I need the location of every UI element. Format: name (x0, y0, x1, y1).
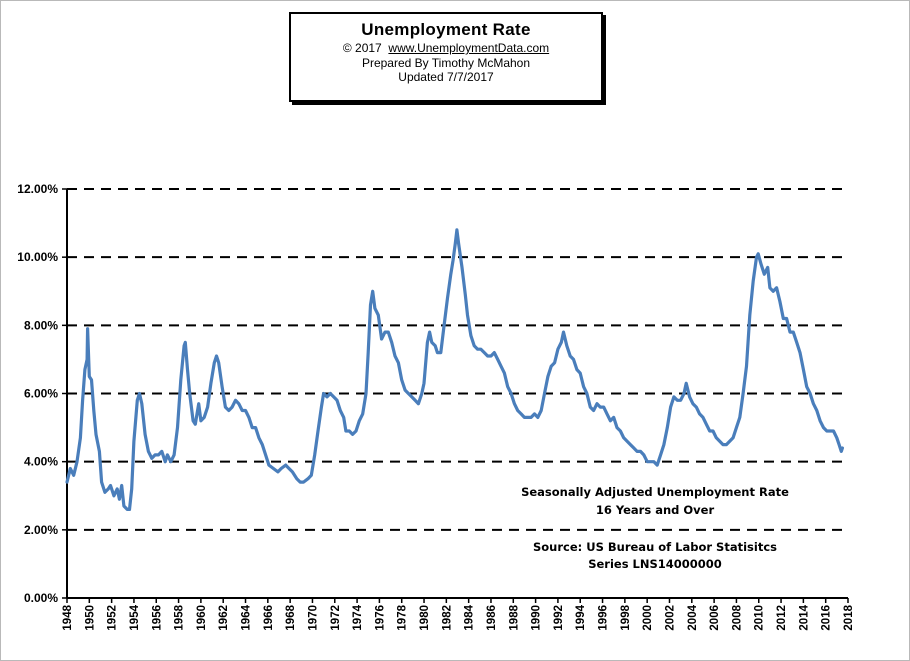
gridlines (67, 188, 848, 531)
x-tick-label: 2018 (843, 604, 855, 630)
x-tick-label: 1966 (263, 605, 275, 631)
y-tick-label: 6.00% (24, 387, 58, 401)
x-tick-label: 1950 (84, 605, 96, 631)
y-tick-label: 12.00% (17, 182, 58, 196)
x-tick-label: 1976 (374, 605, 386, 631)
x-tick-label: 1994 (575, 604, 587, 630)
series-description-2: 16 Years and Over (596, 503, 715, 517)
y-tick-label: 4.00% (24, 455, 58, 469)
x-tick-label: 2016 (821, 605, 833, 631)
y-tick-label: 10.00% (17, 250, 58, 264)
website-link[interactable]: www.UnemploymentData.com (388, 41, 550, 55)
chart-title-box: Unemployment Rate © 2017 www.Unemploymen… (289, 12, 603, 102)
series-line (65, 228, 844, 511)
copyright-text: © 2017 (342, 41, 382, 55)
updated-date: Updated 7/7/2017 (398, 70, 494, 84)
x-tick-label: 1952 (107, 605, 119, 631)
x-tick-label: 2002 (664, 605, 676, 631)
x-tick-label: 1968 (285, 604, 297, 630)
y-tick-label: 0.00% (24, 591, 58, 605)
x-tick-label: 1970 (307, 605, 319, 631)
source-text: Source: US Bureau of Labor Statisitcs (533, 540, 777, 554)
x-tick-label: 1986 (486, 605, 498, 631)
x-tick-label: 1948 (62, 604, 74, 630)
x-tick-label: 2000 (642, 605, 654, 631)
x-tick-label: 1978 (397, 604, 409, 630)
x-tick-label: 1996 (598, 605, 610, 631)
x-tick-label: 2006 (709, 605, 721, 631)
x-tick-label: 1984 (464, 604, 476, 630)
x-tick-label: 2010 (754, 605, 766, 631)
prepared-by: Prepared By Timothy McMahon (361, 56, 531, 70)
x-tick-label: 1956 (151, 605, 163, 631)
x-tick-label: 2008 (731, 604, 743, 630)
chart-title: Unemployment Rate (361, 20, 531, 39)
x-tick-label: 1992 (553, 605, 565, 631)
x-tick-label: 1980 (419, 605, 431, 631)
x-tick-label: 2012 (776, 605, 788, 631)
x-tick-label: 1998 (620, 604, 632, 630)
x-tick-label: 1974 (352, 604, 364, 630)
x-tick-label: 1958 (174, 604, 186, 630)
copyright-line: © 2017 www.UnemploymentData.com (291, 41, 601, 55)
x-tick-label: 1962 (218, 605, 230, 631)
x-tick-label: 1964 (241, 604, 253, 630)
x-tick-label: 1954 (129, 604, 141, 630)
x-axis-ticks: 1948 1950 1952 1954 1956 1958 1960 1962 1964 1966… (62, 598, 855, 631)
x-tick-label: 2004 (687, 604, 699, 630)
y-tick-label: 8.00% (24, 318, 58, 332)
x-tick-label: 1960 (196, 605, 208, 631)
series-description-1: Seasonally Adjusted Unemployment Rate (521, 485, 789, 499)
x-tick-label: 1972 (330, 605, 342, 631)
x-tick-label: 1988 (508, 604, 520, 630)
series-id-text: Series LNS14000000 (588, 557, 722, 571)
x-tick-label: 1982 (441, 605, 453, 631)
x-tick-label: 1990 (531, 605, 543, 631)
y-tick-label: 2.00% (24, 523, 58, 537)
y-axis-ticks: 0.00% 2.00% 4.00% 6.00% 8.00% 10.00% 12.00% (17, 182, 67, 605)
x-tick-label: 2014 (798, 604, 810, 630)
